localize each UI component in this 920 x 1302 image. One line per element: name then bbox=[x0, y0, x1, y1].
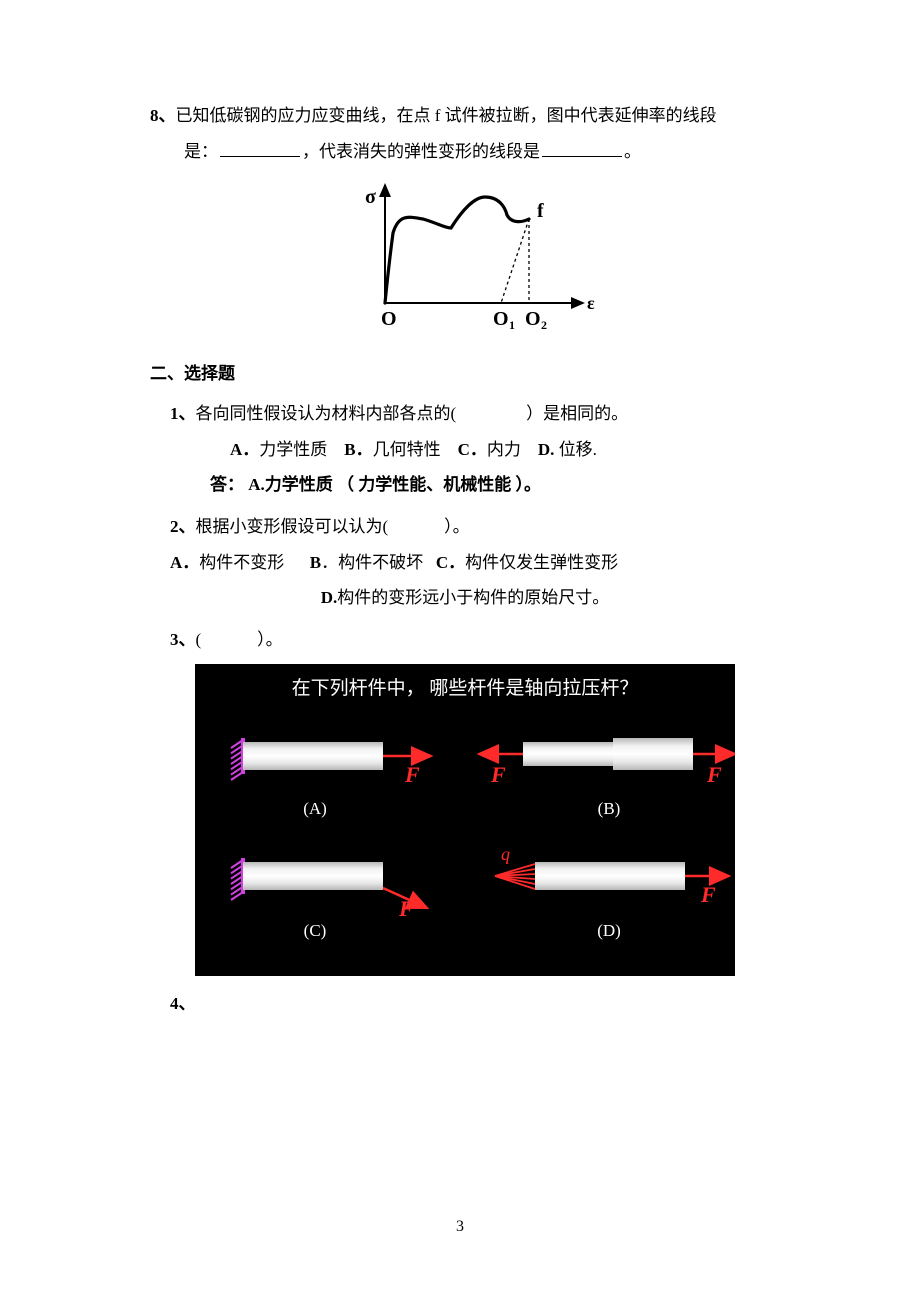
q2-text-b: ）。 bbox=[444, 517, 470, 536]
svg-text:f: f bbox=[537, 200, 544, 222]
q2-options-row2: D.构件的变形远小于构件的原始尺寸。 bbox=[150, 582, 780, 614]
q3-text-a: ( bbox=[196, 630, 202, 649]
q1-opt-a-txt: 力学性质 bbox=[259, 440, 327, 459]
blank-1 bbox=[220, 139, 300, 157]
q4-num: 4、 bbox=[170, 994, 196, 1013]
q2-opt-b-txt: ．构件不破坏 bbox=[321, 553, 423, 572]
stress-strain-svg: σεfOO1O2 bbox=[325, 173, 605, 333]
svg-text:(C): (C) bbox=[304, 921, 327, 940]
q1-answer-prefix: 答： bbox=[210, 475, 244, 494]
svg-text:F: F bbox=[706, 762, 722, 787]
svg-text:(B): (B) bbox=[598, 799, 621, 818]
q2-num: 2、 bbox=[170, 517, 196, 536]
svg-text:q: q bbox=[501, 844, 510, 864]
svg-text:(D): (D) bbox=[597, 921, 621, 940]
svg-text:σ: σ bbox=[365, 186, 376, 208]
q2-options-row1: A．构件不变形 B．构件不破坏 C．构件仅发生弹性变形 bbox=[150, 547, 780, 579]
q2-opt-b-lbl: B bbox=[310, 553, 321, 572]
q2-line: 2、根据小变形假设可以认为( ）。 bbox=[150, 511, 780, 543]
svg-text:在下列杆件中， 哪些杆件是轴向拉压杆？: 在下列杆件中， 哪些杆件是轴向拉压杆？ bbox=[292, 677, 639, 699]
q8-text-b: 是： bbox=[184, 142, 218, 161]
q2-opt-a-lbl: A． bbox=[170, 553, 199, 572]
q1-text-b: ）是相同的。 bbox=[526, 404, 628, 423]
q1-opt-d-txt: 位移. bbox=[554, 440, 597, 459]
page-number: 3 bbox=[0, 1212, 920, 1242]
q1-opt-c-txt: 内力 bbox=[487, 440, 521, 459]
svg-text:F: F bbox=[700, 882, 716, 907]
svg-text:F: F bbox=[490, 762, 506, 787]
svg-text:F: F bbox=[404, 762, 420, 787]
q1-opt-c-lbl: C． bbox=[458, 440, 487, 459]
q1-answer-text: A.力学性质 （ 力学性能、机械性能 ）。 bbox=[244, 475, 541, 494]
q2-text-a: 根据小变形假设可以认为( bbox=[196, 517, 389, 536]
svg-text:F: F bbox=[398, 896, 414, 921]
q1-opt-b-txt: 几何特性 bbox=[373, 440, 441, 459]
q3-line: 3、( ）。 bbox=[150, 624, 780, 656]
svg-text:(A): (A) bbox=[303, 799, 327, 818]
q3-num: 3、 bbox=[170, 630, 196, 649]
svg-text:O: O bbox=[493, 308, 509, 330]
section-2-title: 二、选择题 bbox=[150, 358, 780, 390]
q2-opt-d-txt: 构件的变形远小于构件的原始尺寸。 bbox=[337, 588, 609, 607]
q2-opt-c-lbl: C． bbox=[436, 553, 465, 572]
blank-2 bbox=[542, 139, 622, 157]
q2-opt-a-txt: 构件不变形 bbox=[199, 553, 284, 572]
svg-text:ε: ε bbox=[587, 293, 595, 313]
q1-opt-d-lbl: D. bbox=[538, 440, 555, 459]
q1-answer: 答： A.力学性质 （ 力学性能、机械性能 ）。 bbox=[150, 469, 780, 501]
svg-text:O: O bbox=[381, 308, 397, 330]
q8-line2: 是： ，代表消失的弹性变形的线段是 。 bbox=[150, 136, 780, 168]
q2-opt-d-lbl: D. bbox=[321, 588, 338, 607]
q1-line: 1、各向同性假设认为材料内部各点的( ）是相同的。 bbox=[150, 398, 780, 430]
svg-text:2: 2 bbox=[541, 318, 547, 332]
q3-text-b: ）。 bbox=[257, 630, 283, 649]
svg-text:1: 1 bbox=[509, 318, 515, 332]
q1-opt-b-lbl: B． bbox=[344, 440, 372, 459]
q8-num: 8、 bbox=[150, 106, 176, 125]
page: 8、已知低碳钢的应力应变曲线，在点 f 试件被拉断，图中代表延伸率的线段 是： ，… bbox=[0, 0, 920, 1302]
q1-options: A．力学性质 B．几何特性 C．内力 D. 位移. bbox=[150, 434, 780, 466]
q2-opt-c-txt: 构件仅发生弹性变形 bbox=[465, 553, 618, 572]
q4-line: 4、 bbox=[150, 988, 780, 1020]
svg-text:O: O bbox=[525, 308, 541, 330]
q1-num: 1、 bbox=[170, 404, 196, 423]
rods-figure: 在下列杆件中， 哪些杆件是轴向拉压杆？ F (A) F F (B) F (C) q F (D) bbox=[195, 664, 735, 976]
q8-text-a: 已知低碳钢的应力应变曲线，在点 f 试件被拉断，图中代表延伸率的线段 bbox=[176, 106, 717, 125]
q8-text-d: 。 bbox=[624, 142, 641, 161]
stress-strain-graph: σεfOO1O2 bbox=[150, 173, 780, 344]
q8-text-c: ，代表消失的弹性变形的线段是 bbox=[302, 142, 540, 161]
q8-line1: 8、已知低碳钢的应力应变曲线，在点 f 试件被拉断，图中代表延伸率的线段 bbox=[150, 100, 780, 132]
q1-opt-a-lbl: A． bbox=[230, 440, 259, 459]
q1-text-a: 各向同性假设认为材料内部各点的( bbox=[196, 404, 457, 423]
